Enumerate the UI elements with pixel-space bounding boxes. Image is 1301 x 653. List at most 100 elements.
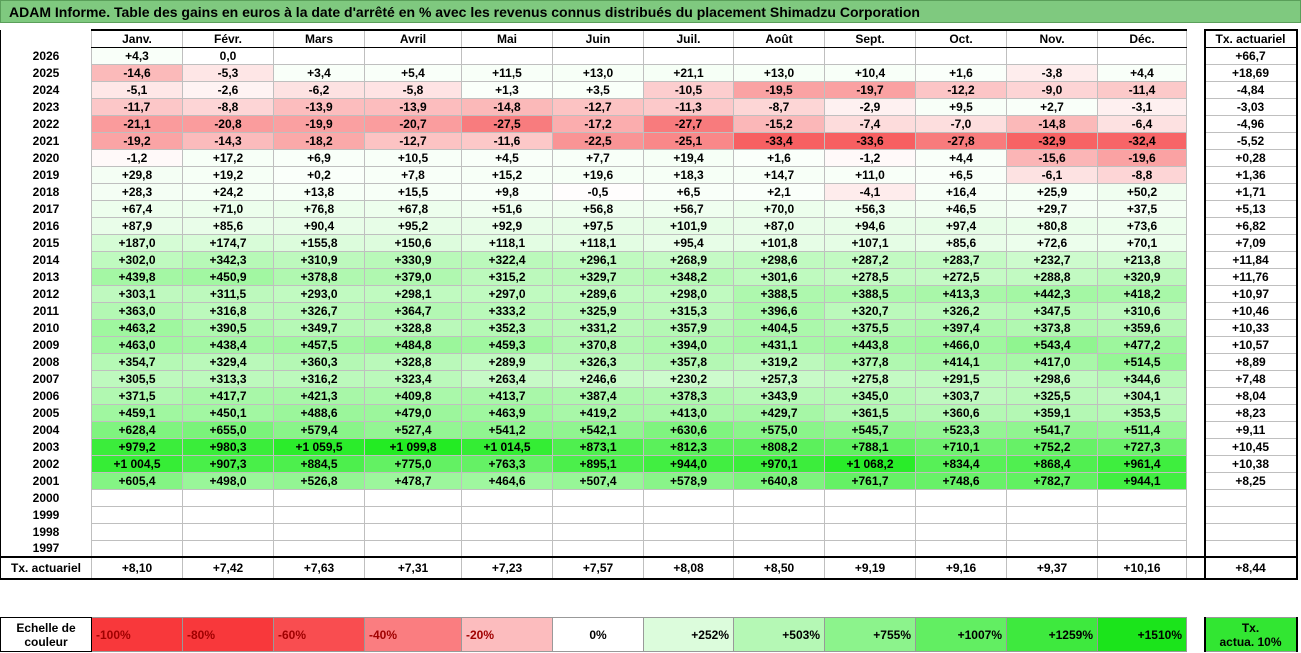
table-cell: +895,1 (552, 454, 644, 473)
table-cell: +150,6 (364, 233, 462, 252)
table-cell (91, 539, 183, 558)
footer-cell: +9,16 (915, 556, 1007, 580)
column-gap (1186, 556, 1205, 580)
table-cell: +370,8 (552, 335, 644, 354)
table-cell (364, 505, 462, 524)
column-header-month: Mai (461, 29, 553, 48)
table-cell: +545,7 (824, 420, 916, 439)
row-year-label: 2021 (0, 132, 92, 149)
table-cell: +4,5 (461, 148, 553, 167)
table-cell: +232,7 (1006, 250, 1098, 269)
table-cell (273, 505, 365, 524)
table-cell: +287,2 (824, 250, 916, 269)
row-year-label: 2010 (0, 319, 92, 336)
color-scale-step: +1259% (1006, 617, 1098, 652)
table-cell: +71,0 (182, 199, 274, 218)
table-cell: +326,7 (273, 301, 365, 320)
row-year-label: 2001 (0, 472, 92, 489)
table-cell: -3,1 (1097, 97, 1187, 116)
table-cell: +961,4 (1097, 454, 1187, 473)
table-cell (461, 488, 553, 507)
table-cell: +331,2 (552, 318, 644, 337)
table-row: 2005 +459,1 +450,1 +488,6 +479,0 +463,9 +419,2… (0, 403, 1298, 422)
table-cell (364, 539, 462, 558)
table-cell: +322,4 (461, 250, 553, 269)
table-cell: +4,4 (915, 148, 1007, 167)
table-cell: -8,8 (1097, 165, 1187, 184)
table-cell: +326,2 (915, 301, 1007, 320)
row-year-label: 1999 (0, 506, 92, 523)
table-cell (733, 522, 825, 541)
table-cell: +373,8 (1006, 318, 1098, 337)
table-cell: -5,8 (364, 80, 462, 99)
table-cell: -7,4 (824, 114, 916, 133)
table-cell (643, 539, 734, 558)
table-cell: +377,8 (824, 352, 916, 371)
table-cell: +413,7 (461, 386, 553, 405)
footer-cell: +9,37 (1006, 556, 1098, 580)
table-cell: +70,0 (733, 199, 825, 218)
table-cell (915, 505, 1007, 524)
table-cell: +21,1 (643, 63, 734, 82)
table-cell (915, 46, 1007, 65)
table-cell: +297,0 (461, 284, 553, 303)
column-gap (1186, 166, 1205, 183)
table-cell: +15,2 (461, 165, 553, 184)
color-scale-step: +755% (824, 617, 916, 652)
column-gap (1186, 455, 1205, 472)
column-gap (1186, 523, 1205, 540)
table-cell: +523,3 (915, 420, 1007, 439)
table-row: 2019 +29,8 +19,2 +0,2 +7,8 +15,2 +19,6 +18,3 +14… (0, 165, 1298, 184)
table-cell: +439,8 (91, 267, 183, 286)
row-year-label: 2013 (0, 268, 92, 285)
table-cell: -14,8 (1006, 114, 1098, 133)
table-cell: +1 059,5 (273, 437, 365, 456)
table-cell: +293,0 (273, 284, 365, 303)
table-cell (364, 522, 462, 541)
table-cell: +579,4 (273, 420, 365, 439)
column-gap (1186, 64, 1205, 81)
table-cell: +19,4 (643, 148, 734, 167)
table-cell: -12,2 (915, 80, 1007, 99)
table-row: 2006 +371,5 +417,7 +421,3 +409,8 +413,7 +387,4… (0, 386, 1298, 405)
table-cell: +51,6 (461, 199, 553, 218)
table-cell: +85,6 (182, 216, 274, 235)
table-row: 2001 +605,4 +498,0 +526,8 +478,7 +464,6 +507,4… (0, 471, 1298, 490)
table-row: 2016 +87,9 +85,6 +90,4 +95,2 +92,9 +97,5 +101,9… (0, 216, 1298, 235)
column-header-month: Juin (552, 29, 644, 48)
table-cell: -14,8 (461, 97, 553, 116)
table-cell: +275,8 (824, 369, 916, 388)
color-scale-label-line1: Echelle de (16, 620, 76, 635)
footer-actuarial-rate: +8,44 (1203, 556, 1298, 580)
table-cell (91, 522, 183, 541)
color-scale-label: Echelle de couleur (0, 617, 92, 652)
row-year-label: 2006 (0, 387, 92, 404)
table-cell: +404,5 (733, 318, 825, 337)
table-cell (643, 488, 734, 507)
table-row: 2014 +302,0 +342,3 +310,9 +330,9 +322,4 +296,1… (0, 250, 1298, 269)
table-cell: +970,1 (733, 454, 825, 473)
row-actuarial-rate: +1,71 (1203, 182, 1298, 201)
table-cell (552, 46, 644, 65)
row-actuarial-rate (1203, 539, 1298, 558)
table-cell: +85,6 (915, 233, 1007, 252)
column-gap (1186, 404, 1205, 421)
column-header-actuarial: Tx. actuariel (1203, 29, 1298, 48)
row-year-label: 2023 (0, 98, 92, 115)
table-cell: +347,5 (1006, 301, 1098, 320)
table-cell: +578,9 (643, 471, 734, 490)
table-cell: -14,3 (182, 131, 274, 150)
column-gap (1186, 370, 1205, 387)
table-row: 2017 +67,4 +71,0 +76,8 +67,8 +51,6 +56,8 +56,7 +… (0, 199, 1298, 218)
row-year-label: 2014 (0, 251, 92, 268)
table-cell: +107,1 (824, 233, 916, 252)
column-header-month: Avril (364, 29, 462, 48)
color-scale-step: -40% (364, 617, 462, 652)
table-cell: -27,7 (643, 114, 734, 133)
table-cell: +213,8 (1097, 250, 1187, 269)
table-cell (182, 539, 274, 558)
table-cell: +301,6 (733, 267, 825, 286)
column-header-month: Mars (273, 29, 365, 48)
footer-cell: +7,57 (552, 556, 644, 580)
row-actuarial-rate: +7,09 (1203, 233, 1298, 252)
